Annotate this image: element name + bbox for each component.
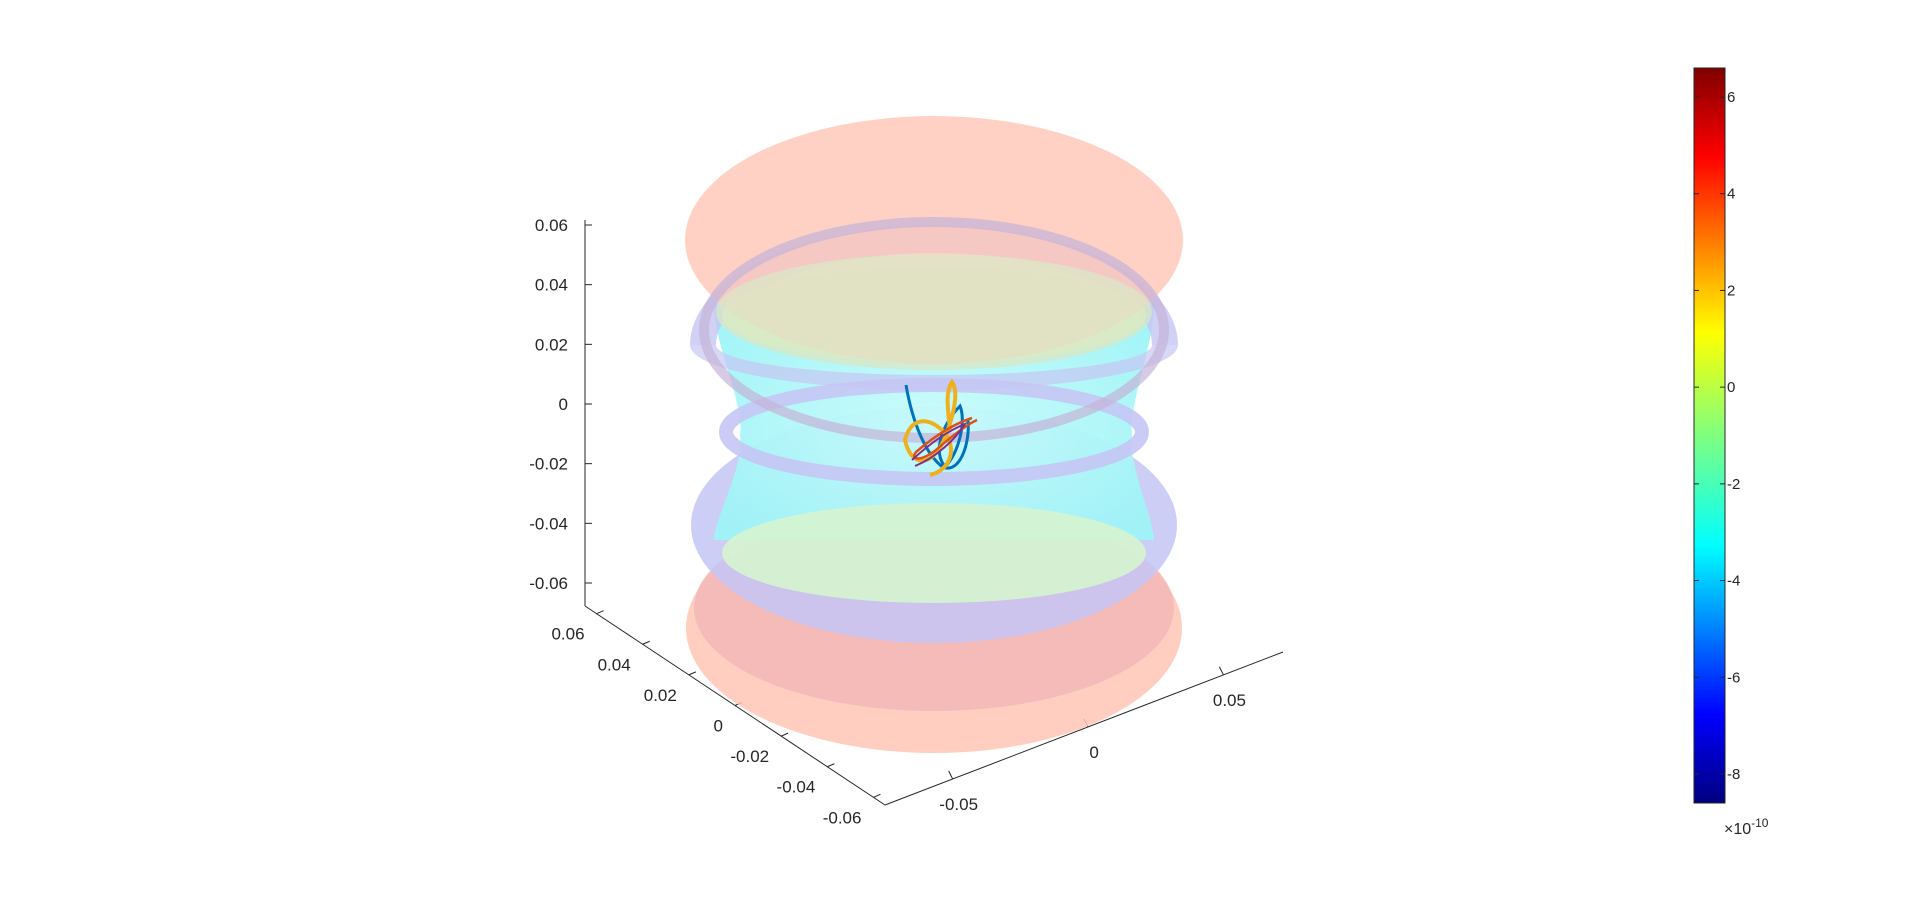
y-tick-mark [827, 763, 835, 768]
x-tick-label: 0 [1089, 743, 1098, 762]
z-tick-label: 0 [559, 395, 568, 414]
y-tick-label: 0.06 [551, 625, 584, 644]
trajectory-yellow [902, 378, 958, 477]
z-tick-label: -0.04 [529, 514, 568, 533]
x-axis-line [884, 651, 1284, 806]
y-tick-mark [642, 640, 650, 645]
colorbar-tick-label: 0 [1727, 379, 1735, 396]
z-tick-label: -0.06 [529, 574, 568, 593]
y-tick-label: 0.02 [644, 686, 677, 705]
trajectory-group [902, 378, 978, 477]
colorbar-tick-label: -6 [1727, 669, 1740, 686]
colorbar-exponent: ×10-10 [1724, 816, 1769, 838]
y-tick-mark [873, 793, 881, 798]
x-axis-ticks: -0.05 0 0.05 [939, 666, 1246, 814]
z-tick-label: 0.02 [535, 335, 568, 354]
middle-waist-ring [719, 378, 1149, 486]
y-axis-ticks: -0.06 -0.04 -0.02 0 0.02 0.04 0.06 [551, 610, 881, 827]
surface-group [685, 116, 1183, 753]
colorbar-gradient [1693, 67, 1726, 804]
top-outer-ring [685, 116, 1183, 443]
colorbar-tick-label: 4 [1727, 186, 1735, 203]
z-axis-ticks: 0.06 0.04 0.02 0 -0.02 -0.04 -0.06 [529, 216, 592, 593]
y-tick-label: -0.04 [777, 778, 816, 797]
y-tick-mark [688, 671, 697, 676]
x-tick-label: 0.05 [1213, 691, 1246, 710]
trajectory-purple [911, 421, 968, 467]
colorbar: 6 4 2 0 -2 -4 -6 -8 ×10-10 [1693, 67, 1769, 838]
y-tick-label: 0.04 [598, 655, 631, 674]
colorbar-ticks: 6 4 2 0 -2 -4 -6 -8 [1694, 89, 1740, 783]
y-tick-label: -0.02 [730, 747, 769, 766]
z-tick-label: -0.02 [529, 455, 568, 474]
colorbar-tick-label: -4 [1727, 573, 1740, 590]
colorbar-tick-label: -8 [1727, 766, 1740, 783]
bottom-inner-disk [722, 503, 1146, 603]
y-tick-label: -0.06 [823, 808, 862, 827]
x-tick-label: -0.05 [939, 795, 978, 814]
x-tick-mark [948, 770, 954, 780]
y-tick-mark [596, 610, 604, 615]
colorbar-tick-label: 2 [1727, 282, 1735, 299]
y-tick-label: 0 [714, 717, 723, 736]
z-tick-label: 0.04 [535, 276, 568, 295]
colorbar-tick-label: -2 [1727, 476, 1740, 493]
axes-3d: 0.060.040.020-0.02-0.04-0.06 -0.06-0.04-… [529, 216, 1284, 827]
colorbar-tick-label: 6 [1727, 89, 1735, 106]
y-tick-mark [780, 732, 789, 737]
z-tick-label: 0.06 [535, 216, 568, 235]
x-tick-mark [1218, 666, 1224, 676]
